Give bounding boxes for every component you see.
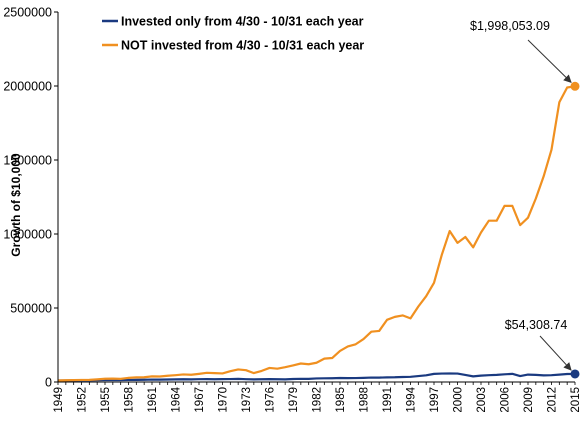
annotation-arrow — [527, 39, 572, 83]
annotation-layer: $1,998,053.09 $54,308.74 — [470, 19, 572, 371]
y-tick-label: 500000 — [10, 302, 52, 316]
x-tick-label: 2000 — [453, 387, 465, 413]
legend-label-invested: Invested only from 4/30 - 10/31 each yea… — [121, 15, 364, 29]
x-tick-label: 1991 — [382, 387, 394, 413]
x-tick-label: 1964 — [171, 386, 183, 412]
x-tick-label: 2009 — [523, 387, 535, 413]
legend: Invested only from 4/30 - 10/31 each yea… — [102, 15, 364, 53]
x-tick-label: 1973 — [241, 387, 253, 413]
x-tick-label: 1997 — [429, 387, 441, 413]
x-tick-label: 1976 — [265, 387, 277, 413]
x-tick-label: 2006 — [500, 387, 512, 413]
x-tick-label: 1994 — [406, 386, 418, 412]
x-tick-label: 1985 — [335, 387, 347, 413]
x-tick-label: 1949 — [53, 387, 65, 413]
y-tick-label: 1500000 — [3, 154, 52, 168]
x-tick-label: 1967 — [194, 387, 206, 413]
series-layer — [57, 81, 580, 382]
x-tick-label: 2003 — [476, 387, 488, 413]
series-line-not-invested — [57, 85, 576, 382]
x-tick-label: 1988 — [359, 387, 371, 413]
y-tick-label: 0 — [45, 376, 52, 390]
legend-label-not-invested: NOT invested from 4/30 - 10/31 each year — [121, 39, 364, 53]
y-tick-label: 1000000 — [3, 228, 52, 242]
x-tick-label: 1982 — [312, 387, 324, 413]
y-axis-ticks: 0 500000 1000000 1500000 2000000 2500000 — [3, 6, 58, 390]
x-tick-label: 1961 — [147, 387, 159, 413]
end-point-invested — [570, 369, 580, 379]
x-tick-label: 1958 — [124, 387, 136, 413]
y-tick-label: 2000000 — [3, 80, 52, 94]
x-tick-label: 1952 — [77, 387, 89, 413]
x-tick-label: 2012 — [547, 387, 559, 413]
series-line-invested — [57, 372, 576, 382]
annotation-label-top: $1,998,053.09 — [470, 19, 550, 33]
x-tick-label: 1955 — [100, 387, 112, 413]
x-axis-ticks: 1949 1952 1955 1958 1961 1964 1967 1970 1973 1976… — [53, 382, 582, 413]
x-tick-label: 2015 — [570, 387, 582, 413]
end-point-not-invested — [570, 81, 580, 91]
y-axis-label: Growth of $10,000 — [9, 153, 23, 257]
x-tick-label: 1970 — [218, 387, 230, 413]
annotation-arrow — [539, 335, 572, 371]
x-tick-label: 1979 — [288, 387, 300, 413]
annotation-label-bottom: $54,308.74 — [505, 318, 568, 332]
y-tick-label: 2500000 — [3, 6, 52, 20]
